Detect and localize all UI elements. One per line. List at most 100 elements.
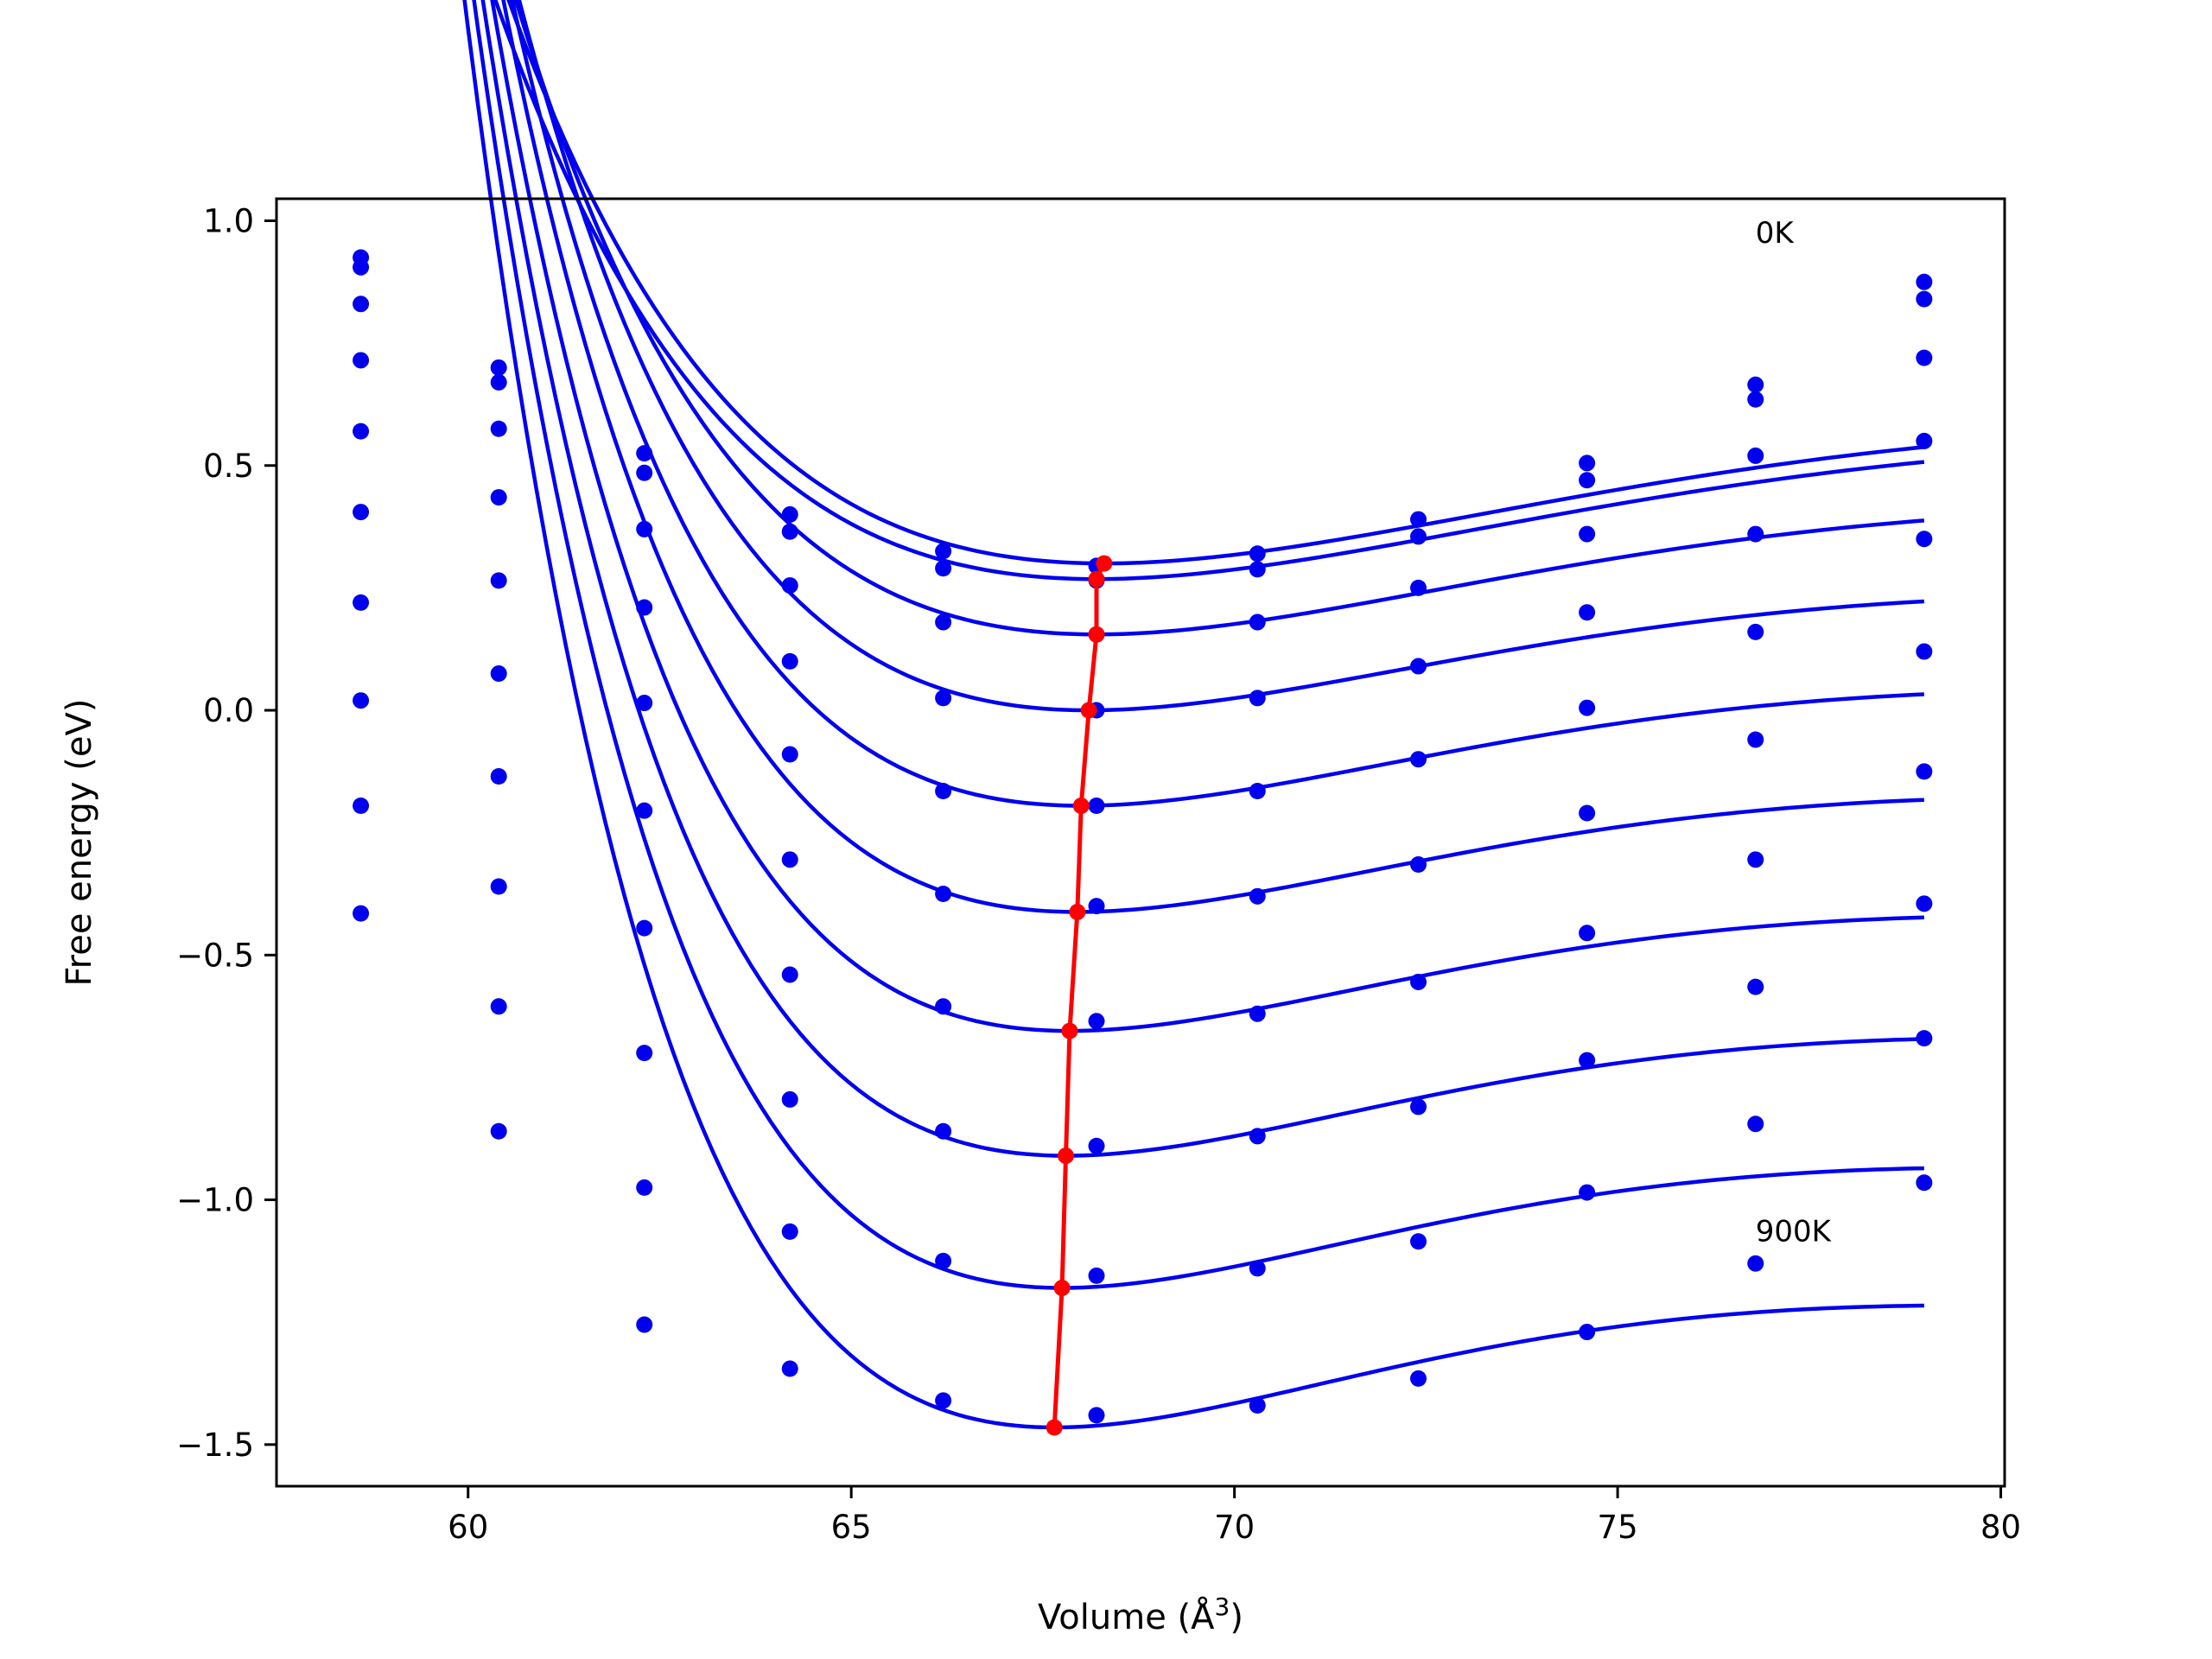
x-tick-label: 70 (1214, 1509, 1255, 1546)
data-point (1249, 1260, 1266, 1277)
data-point (781, 505, 798, 523)
data-point (1410, 1370, 1427, 1387)
x-tick-label: 60 (448, 1509, 488, 1546)
data-point (1916, 1030, 1933, 1047)
plot-frame (275, 197, 2006, 1488)
y-tick-label: −0.5 (176, 937, 254, 974)
data-point (1410, 1098, 1427, 1116)
data-point (636, 802, 653, 819)
data-point (490, 665, 507, 683)
data-point (935, 560, 952, 577)
data-point (1916, 895, 1933, 912)
data-point (935, 1392, 952, 1409)
y-tick-label: 0.5 (203, 448, 254, 485)
data-point (636, 695, 653, 712)
data-point (1410, 855, 1427, 873)
data-point (1410, 511, 1427, 528)
data-point (935, 690, 952, 707)
data-point (1916, 643, 1933, 660)
y-tick-label: 1.0 (203, 202, 254, 239)
data-point (1579, 925, 1596, 942)
annotation-900k: 900K (1756, 1215, 1833, 1249)
x-tick-label: 80 (1980, 1509, 2021, 1546)
fit-curve-2 (513, 0, 1925, 637)
y-tick-label: −1.5 (176, 1427, 254, 1464)
data-point (781, 1090, 798, 1108)
fit-curve-6 (490, 0, 1924, 1033)
data-point (781, 1223, 798, 1240)
data-point (1916, 273, 1933, 290)
data-point (1249, 1005, 1266, 1022)
data-point (353, 594, 370, 611)
data-point (353, 352, 370, 369)
data-point (1916, 290, 1933, 308)
data-point (490, 572, 507, 589)
data-point (353, 692, 370, 709)
minimum-point (1088, 570, 1105, 588)
data-point (1579, 604, 1596, 621)
data-point (935, 1122, 952, 1140)
data-point (1747, 978, 1764, 995)
data-point (636, 445, 653, 462)
minimum-point (1053, 1280, 1071, 1297)
data-point (490, 998, 507, 1015)
fitted-curves (462, 0, 1925, 1430)
data-point (1088, 1013, 1105, 1030)
data-point (1916, 432, 1933, 449)
minima-path (1046, 555, 1113, 1436)
data-point (1916, 763, 1933, 780)
data-point (1916, 1174, 1933, 1192)
x-tick-label: 75 (1598, 1509, 1638, 1546)
data-point (781, 523, 798, 540)
data-point (636, 1045, 653, 1062)
data-point (1747, 1116, 1764, 1133)
data-point (636, 464, 653, 481)
data-point (636, 1179, 653, 1196)
data-point (1410, 751, 1427, 768)
data-point (781, 577, 798, 594)
minimum-point (1080, 702, 1097, 719)
data-point (1410, 658, 1427, 675)
data-point (781, 1360, 798, 1377)
minimum-point (1061, 1022, 1078, 1039)
data-point (1410, 579, 1427, 596)
data-point (490, 878, 507, 895)
data-point (1747, 525, 1764, 543)
data-point (1579, 525, 1596, 543)
data-point (1579, 804, 1596, 822)
data-point (935, 613, 952, 631)
data-point (490, 420, 507, 437)
data-point (490, 489, 507, 506)
data-point (1410, 973, 1427, 990)
fit-curve-3 (517, 0, 1924, 713)
data-point (1916, 349, 1933, 366)
data-points (353, 249, 1933, 1424)
y-axis-label: Free energy (eV) (60, 699, 99, 987)
data-point (1579, 699, 1596, 716)
minimum-point (1058, 1147, 1075, 1165)
data-point (353, 905, 370, 922)
data-point (1249, 887, 1266, 905)
y-tick-label: −1.0 (176, 1182, 254, 1219)
data-point (1579, 1052, 1596, 1069)
fit-curve-9 (462, 0, 1924, 1430)
y-axis-ticks: 1.0 0.5 0.0 −0.5 −1.0 −1.5 (176, 202, 276, 1464)
data-point (1579, 1324, 1596, 1341)
data-point (1249, 1128, 1266, 1145)
data-point (1088, 1267, 1105, 1284)
data-point (935, 783, 952, 800)
annotation-0k: 0K (1756, 216, 1796, 251)
data-point (636, 1316, 653, 1333)
fit-curve-1 (493, 0, 1925, 582)
x-axis-label: Volume (Å3) (1038, 1592, 1243, 1637)
fit-curve-0 (506, 0, 1925, 566)
data-point (353, 798, 370, 815)
data-point (1747, 391, 1764, 408)
data-point (1088, 1137, 1105, 1154)
data-point (1249, 545, 1266, 563)
data-point (935, 885, 952, 902)
data-point (490, 359, 507, 376)
data-point (781, 652, 798, 670)
fit-curve-4 (510, 0, 1924, 808)
data-point (1088, 798, 1105, 815)
